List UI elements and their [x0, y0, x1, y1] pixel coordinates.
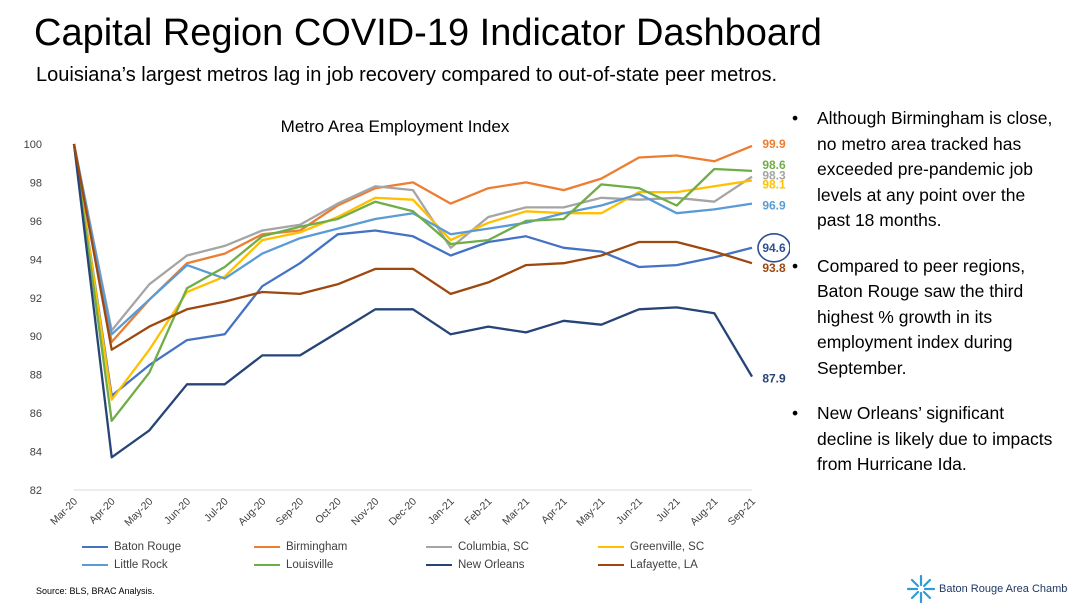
x-tick-label: Jun-21 — [614, 496, 645, 527]
x-tick-label: Jun-20 — [162, 496, 193, 527]
series-line-little-rock — [72, 143, 753, 336]
end-label: 99.9 — [762, 137, 786, 151]
page-subtitle: Louisiana’s largest metros lag in job re… — [36, 64, 778, 86]
bullet-item: • Compared to peer regions, Baton Rouge s… — [792, 254, 1062, 382]
bullet-item: • Although Birmingham is close, no metro … — [792, 106, 1062, 234]
x-tick-label: Oct-20 — [313, 496, 344, 527]
series-line-new-orleans — [72, 143, 753, 459]
bullet-dot: • — [792, 255, 799, 276]
legend-label: Baton Rouge — [114, 541, 182, 553]
bullet-text: Although Birmingham is close, no metro a… — [817, 108, 1053, 230]
legend-swatch — [82, 563, 108, 567]
legend-swatch — [82, 545, 108, 549]
y-tick-label: 86 — [30, 408, 42, 420]
legend-item: Louisville — [254, 559, 426, 571]
x-tick-label: Jul-20 — [202, 496, 231, 525]
x-tick-label: Jul-21 — [654, 496, 683, 525]
legend-swatch — [598, 545, 624, 549]
end-label-circle — [757, 233, 790, 263]
bullet-dot: • — [792, 108, 799, 128]
x-tick-label: Sep-20 — [274, 496, 307, 529]
x-tick-label: Nov-20 — [349, 496, 382, 529]
employment-index-chart: Metro Area Employment Index 82 84 86 88 90 92… — [24, 117, 790, 529]
end-label: 93.8 — [762, 261, 786, 275]
end-label: 98.6 — [762, 158, 786, 172]
legend-label: Lafayette, LA — [630, 559, 698, 571]
end-label: 96.9 — [762, 199, 786, 213]
page-title: Capital Region COVID-19 Indicator Dashbo… — [34, 12, 822, 54]
legend-item: Columbia, SC — [426, 541, 598, 553]
x-tick-label: Mar-20 — [48, 496, 80, 528]
y-tick-label: 82 — [30, 485, 42, 497]
legend-swatch — [254, 563, 280, 567]
y-tick-label: 88 — [30, 370, 42, 382]
legend-label: Birmingham — [286, 541, 348, 553]
y-tick-label: 90 — [30, 331, 42, 343]
bullet-text: Compared to peer regions, Baton Rouge sa… — [817, 255, 1026, 378]
x-tick-label: Apr-20 — [87, 496, 118, 527]
x-tick-label: Mar-21 — [500, 496, 532, 528]
series-line-lafayette-la — [72, 143, 753, 351]
x-tick-label: Feb-21 — [462, 496, 494, 528]
legend-item: Little Rock — [82, 559, 254, 571]
series-line-greenville-sc — [72, 143, 753, 401]
y-tick-label: 94 — [30, 254, 42, 266]
starburst-icon — [906, 574, 936, 604]
bullet-item: • New Orleans’ significant decline is lik… — [792, 401, 1062, 478]
legend-item: Birmingham — [254, 541, 426, 553]
series-line-baton-rouge — [72, 143, 753, 397]
x-tick-label: Aug-21 — [688, 496, 721, 529]
y-tick-label: 84 — [30, 447, 42, 459]
source-note: Source: BLS, BRAC Analysis. — [36, 586, 155, 596]
legend-swatch — [598, 563, 624, 567]
legend-item: Lafayette, LA — [598, 559, 770, 571]
legend-label: Little Rock — [114, 559, 168, 571]
x-tick-label: Jan-21 — [426, 496, 457, 527]
chart-legend: Baton Rouge Birmingham Columbia, SC Greenvi… — [82, 541, 772, 571]
chart-title: Metro Area Employment Index — [281, 117, 510, 136]
series-line-louisville — [72, 143, 753, 422]
y-tick-label: 100 — [24, 139, 42, 151]
legend-label: Columbia, SC — [458, 541, 529, 553]
y-tick-label: 92 — [30, 293, 42, 305]
legend-item: Greenville, SC — [598, 541, 770, 553]
bullet-text: New Orleans’ significant decline is like… — [817, 403, 1053, 474]
x-tick-label: Apr-21 — [539, 496, 570, 527]
legend-item: New Orleans — [426, 559, 598, 571]
legend-item: Baton Rouge — [82, 541, 254, 553]
brac-logo: Baton Rouge Area Chamber. — [906, 574, 1068, 604]
legend-swatch — [426, 563, 452, 567]
legend-label: New Orleans — [458, 559, 525, 571]
y-tick-label: 98 — [30, 177, 42, 189]
end-label: 94.6 — [762, 241, 786, 255]
legend-label: Greenville, SC — [630, 541, 705, 553]
legend-swatch — [426, 545, 452, 549]
y-tick-label: 96 — [30, 216, 42, 228]
bullet-dot: • — [792, 403, 799, 423]
legend-label: Louisville — [286, 559, 334, 571]
x-tick-label: Aug-20 — [236, 496, 269, 529]
end-label: 98.1 — [762, 178, 786, 192]
x-tick-label: Dec-20 — [387, 496, 420, 529]
end-label: 87.9 — [762, 372, 786, 386]
end-label: 98.3 — [762, 169, 786, 183]
legend-swatch — [254, 545, 280, 549]
series-line-columbia-sc — [72, 143, 753, 332]
series-line-birmingham — [72, 143, 753, 344]
logo-text: Baton Rouge Area Chamber. — [939, 583, 1068, 595]
bullet-list: • Although Birmingham is close, no metro … — [792, 106, 1062, 498]
x-tick-label: May-20 — [122, 496, 155, 529]
x-tick-label: May-21 — [574, 496, 607, 529]
x-tick-label: Sep-21 — [726, 496, 759, 529]
